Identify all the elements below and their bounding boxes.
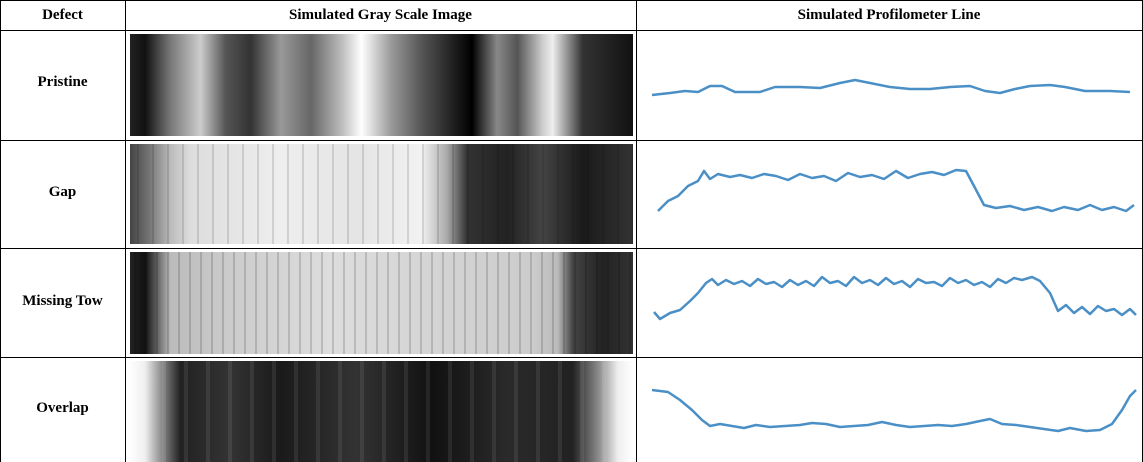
gray-image — [130, 361, 633, 462]
header-cell: Simulated Gray Scale Image — [125, 0, 636, 30]
row-label: Missing Tow — [0, 293, 125, 310]
row-label: Overlap — [0, 400, 125, 417]
profile-line — [640, 31, 1140, 139]
border — [636, 0, 637, 462]
row-label: Pristine — [0, 74, 125, 91]
profile-line — [640, 358, 1140, 462]
header-cell: Simulated Profilometer Line — [636, 0, 1142, 30]
gray-image — [130, 252, 633, 354]
header-cell: Defect — [0, 0, 125, 30]
profile-line — [640, 141, 1140, 247]
row-label: Gap — [0, 184, 125, 201]
gray-image — [130, 34, 633, 136]
profile-line — [640, 249, 1140, 357]
border — [0, 0, 1, 462]
gray-image — [130, 144, 633, 244]
border — [125, 0, 126, 462]
defect-table: Defect Simulated Gray Scale Image Simula… — [0, 0, 1143, 462]
